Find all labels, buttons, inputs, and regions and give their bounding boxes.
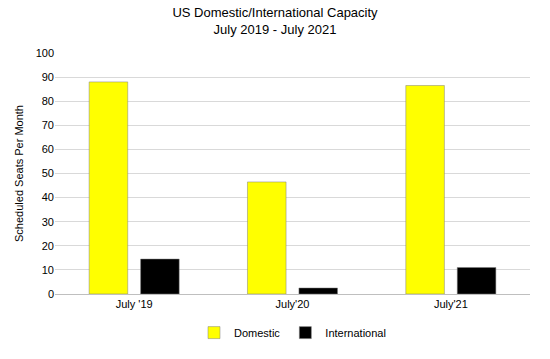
svg-text:90: 90 — [42, 71, 54, 83]
svg-text:10: 10 — [42, 264, 54, 276]
svg-text:July'21: July'21 — [434, 298, 468, 310]
svg-text:July '19: July '19 — [116, 298, 153, 310]
svg-text:30: 30 — [42, 216, 54, 228]
svg-text:20: 20 — [42, 240, 54, 252]
svg-text:80: 80 — [42, 95, 54, 107]
svg-text:100: 100 — [36, 47, 54, 59]
svg-text:International: International — [325, 327, 386, 339]
svg-text:40: 40 — [42, 191, 54, 203]
svg-text:Domestic: Domestic — [234, 327, 280, 339]
svg-text:50: 50 — [42, 167, 54, 179]
svg-text:70: 70 — [42, 119, 54, 131]
svg-text:US Domestic/International Capa: US Domestic/International CapacityJuly 2… — [172, 5, 378, 37]
svg-text:Scheduled Seats Per Month: Scheduled Seats Per Month — [13, 105, 25, 242]
svg-text:0: 0 — [48, 288, 54, 300]
svg-text:60: 60 — [42, 143, 54, 155]
svg-text:July'20: July'20 — [276, 298, 310, 310]
